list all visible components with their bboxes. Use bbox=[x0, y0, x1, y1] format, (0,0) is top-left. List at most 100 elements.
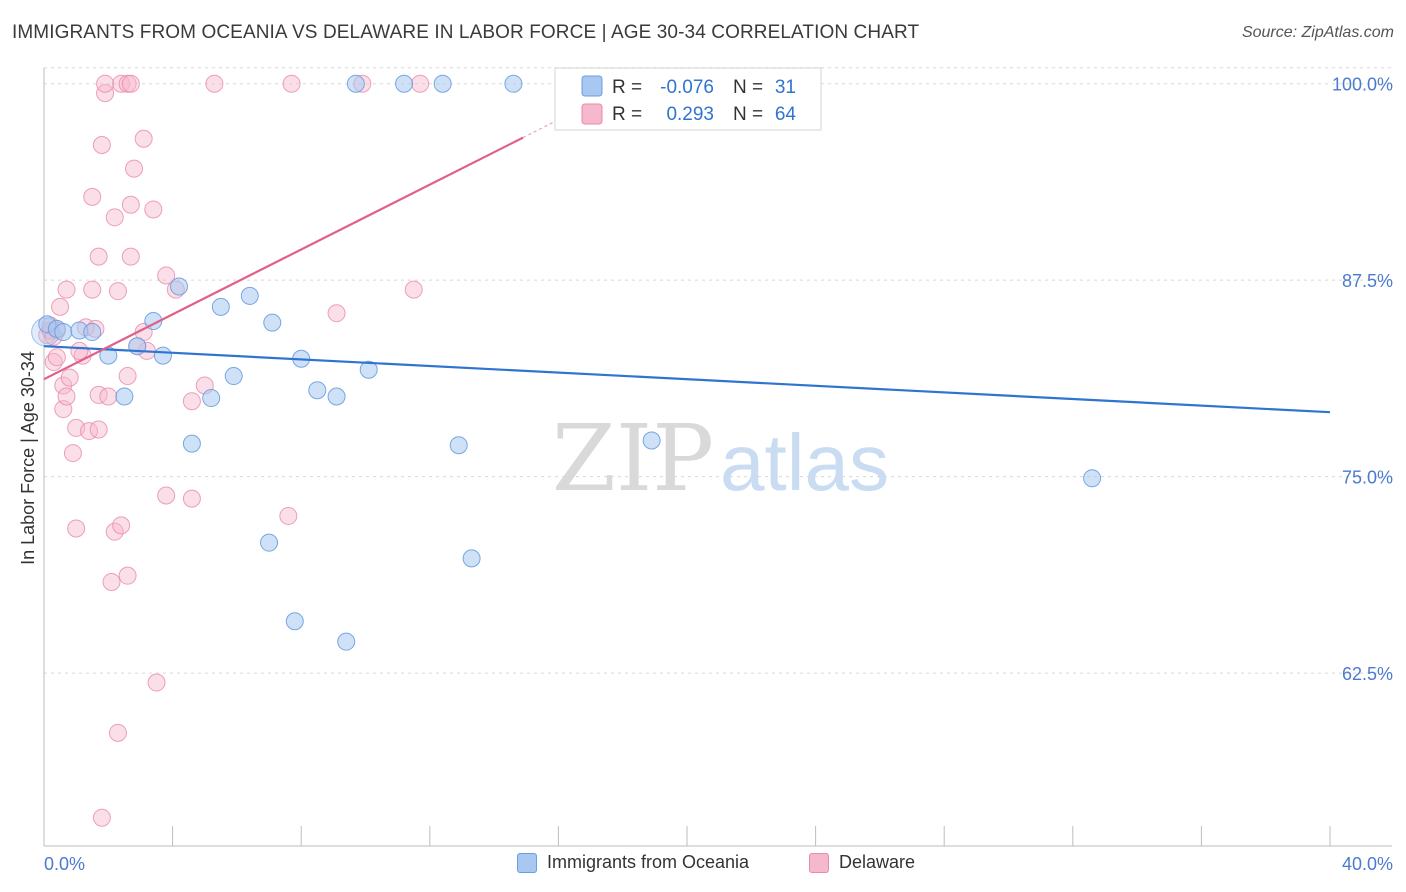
delaware-point-34 bbox=[118, 566, 137, 585]
oceania-point-15 bbox=[240, 286, 259, 305]
x-tick-label-1: 40.0% bbox=[1342, 854, 1393, 874]
delaware-point-45 bbox=[157, 486, 176, 505]
delaware-point-26 bbox=[102, 572, 121, 591]
oceania-point-21 bbox=[327, 387, 346, 406]
x-tick-label-0: 0.0% bbox=[44, 854, 85, 874]
watermark-atlas: atlas bbox=[720, 418, 889, 507]
delaware-point-52 bbox=[279, 506, 298, 525]
y-tick-labels: 62.5% 75.0% 87.5% 100.0% bbox=[1332, 75, 1393, 684]
delaware-point-43 bbox=[144, 200, 163, 219]
delaware-trend-line bbox=[43, 136, 524, 381]
oceania-point-18 bbox=[285, 612, 304, 631]
legend-oceania-label: Immigrants from Oceania bbox=[547, 852, 750, 872]
oceania-point-11 bbox=[182, 434, 201, 453]
oceania-point-16 bbox=[260, 533, 279, 552]
oceania-point-25 bbox=[395, 74, 414, 93]
delaware-point-2 bbox=[44, 352, 63, 371]
oceania-point-29 bbox=[504, 74, 523, 93]
grid bbox=[44, 67, 1392, 674]
delaware-point-57 bbox=[411, 74, 430, 93]
delaware-point-46 bbox=[157, 266, 176, 285]
oceania-point-2 bbox=[54, 323, 73, 342]
x-tick-labels: 0.0% 40.0% bbox=[44, 854, 1393, 874]
trend-lines bbox=[43, 103, 1331, 414]
delaware-point-22 bbox=[92, 808, 111, 827]
legend-delaware-label: Delaware bbox=[839, 852, 916, 872]
legend-delaware-swatch bbox=[809, 852, 829, 873]
legend-blue-swatch bbox=[581, 75, 603, 97]
delaware-point-32 bbox=[112, 516, 131, 535]
delaware-point-9 bbox=[60, 368, 79, 387]
delaware-point-29 bbox=[108, 723, 127, 742]
oceania-point-28 bbox=[462, 549, 481, 568]
oceania-point-14 bbox=[224, 367, 243, 386]
oceania-point-30 bbox=[642, 431, 661, 450]
watermark: ZIP atlas bbox=[552, 405, 889, 512]
delaware-point-24 bbox=[96, 74, 115, 93]
y-tick-label-2: 87.5% bbox=[1342, 271, 1393, 291]
legend-r-value-1: -0.076 bbox=[660, 77, 714, 98]
oceania-point-23 bbox=[346, 74, 365, 93]
delaware-point-28 bbox=[105, 208, 124, 227]
delaware-point-53 bbox=[282, 74, 301, 93]
delaware-point-30 bbox=[108, 282, 127, 301]
oceania-point-31 bbox=[1083, 469, 1102, 488]
delaware-point-16 bbox=[83, 280, 102, 299]
y-tick-label-3: 100.0% bbox=[1332, 75, 1393, 95]
delaware-point-8 bbox=[57, 387, 76, 406]
legend-oceania-swatch bbox=[517, 852, 537, 873]
delaware-point-56 bbox=[404, 280, 423, 299]
delaware-points bbox=[38, 74, 430, 827]
delaware-point-15 bbox=[80, 422, 99, 441]
delaware-point-49 bbox=[182, 489, 201, 508]
chart-title: IMMIGRANTS FROM OCEANIA VS DELAWARE IN L… bbox=[12, 22, 920, 43]
legend-r-label-2: R = bbox=[612, 104, 642, 125]
delaware-point-25 bbox=[99, 387, 118, 406]
legend-n-value-1: 31 bbox=[775, 77, 796, 98]
axes bbox=[43, 68, 1392, 847]
y-axis-label: In Labor Force | Age 30-34 bbox=[18, 351, 38, 565]
oceania-point-20 bbox=[308, 381, 327, 400]
delaware-point-41 bbox=[134, 129, 153, 148]
source-label: Source: ZipAtlas.com bbox=[1241, 24, 1394, 41]
oceania-trend-line bbox=[43, 345, 1331, 414]
legend-pink-swatch bbox=[581, 103, 603, 125]
delaware-point-12 bbox=[67, 519, 86, 538]
oceania-point-9 bbox=[153, 346, 172, 365]
watermark-zip: ZIP bbox=[552, 405, 714, 512]
delaware-point-44 bbox=[147, 673, 166, 692]
delaware-point-18 bbox=[89, 385, 108, 404]
delaware-point-38 bbox=[121, 195, 140, 214]
delaware-point-51 bbox=[205, 74, 224, 93]
oceania-point-17 bbox=[263, 313, 282, 332]
legend-r-value-2: 0.293 bbox=[666, 104, 714, 125]
series-legend: Immigrants from Oceania Delaware bbox=[0, 852, 1406, 878]
oceania-point-26 bbox=[433, 74, 452, 93]
delaware-point-48 bbox=[182, 392, 201, 411]
stats-legend: R = -0.076 N = 31 R = 0.293 N = 64 bbox=[554, 67, 822, 131]
delaware-point-21 bbox=[92, 136, 111, 155]
oceania-point-27 bbox=[449, 436, 468, 455]
legend-item-oceania[interactable]: Immigrants from Oceania bbox=[517, 852, 749, 873]
delaware-point-59 bbox=[47, 348, 66, 367]
oceania-points bbox=[31, 74, 1102, 651]
oceania-point-12 bbox=[202, 389, 221, 408]
delaware-point-37 bbox=[121, 74, 140, 93]
oceania-point-6 bbox=[115, 387, 134, 406]
legend-item-delaware[interactable]: Delaware bbox=[809, 852, 915, 873]
y-tick-label-0: 62.5% bbox=[1342, 664, 1393, 684]
legend-n-label-1: N = bbox=[733, 77, 763, 98]
delaware-point-10 bbox=[63, 444, 82, 463]
legend-r-label-1: R = bbox=[612, 77, 642, 98]
delaware-point-19 bbox=[89, 420, 108, 439]
delaware-point-4 bbox=[51, 297, 70, 316]
oceania-point-24 bbox=[359, 360, 378, 379]
delaware-point-36 bbox=[121, 247, 140, 266]
oceania-point-22 bbox=[337, 632, 356, 651]
delaware-point-39 bbox=[125, 159, 144, 178]
delaware-point-60 bbox=[70, 341, 89, 360]
legend-n-label-2: N = bbox=[733, 104, 763, 125]
delaware-point-31 bbox=[112, 74, 131, 93]
oceania-point-10 bbox=[170, 277, 189, 296]
